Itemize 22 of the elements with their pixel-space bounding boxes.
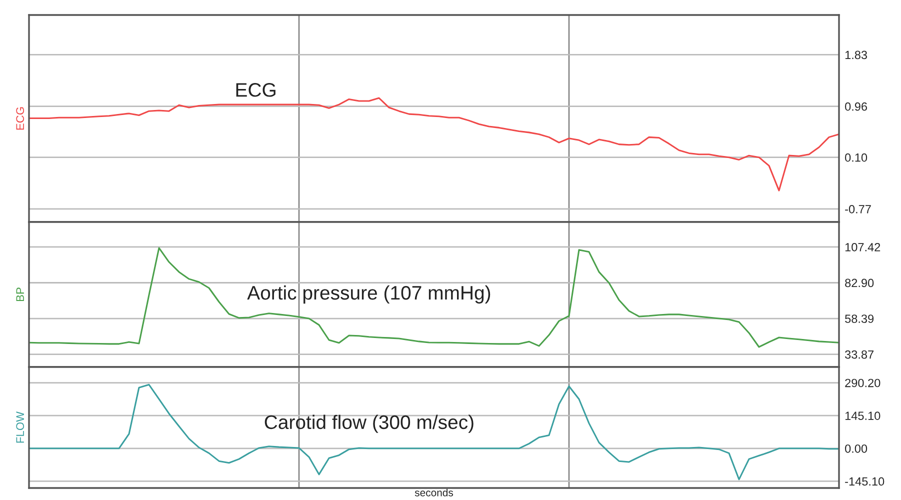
series-label: Aortic pressure (107 mmHg) (247, 285, 490, 304)
series-label: ECG (236, 83, 276, 97)
y-tick-label: 107.42 (845, 242, 880, 252)
y-axis-title: BP (16, 288, 24, 301)
x-axis-title: seconds (414, 488, 454, 496)
y-axis-title: FLOW (16, 411, 24, 443)
y-tick-label: 58.39 (845, 314, 874, 323)
y-tick-label: 1.83 (845, 50, 868, 60)
y-tick-label: 290.20 (845, 378, 880, 388)
y-tick-label: 0.96 (845, 102, 868, 111)
y-tick-label: 33.87 (845, 350, 874, 359)
series-label: Carotid flow (300 m/sec) (264, 414, 474, 433)
line-series (29, 97, 839, 192)
y-tick-label: -0.77 (845, 204, 871, 214)
y-tick-label: -145.10 (845, 477, 884, 486)
y-tick-label: 82.90 (845, 278, 874, 288)
y-tick-label: 145.10 (845, 412, 880, 420)
y-tick-label: 0.00 (845, 444, 868, 453)
line-series (29, 384, 839, 480)
y-axis-title: ECG (16, 107, 24, 130)
line-series (29, 247, 839, 348)
y-tick-label: 0.10 (845, 153, 868, 162)
